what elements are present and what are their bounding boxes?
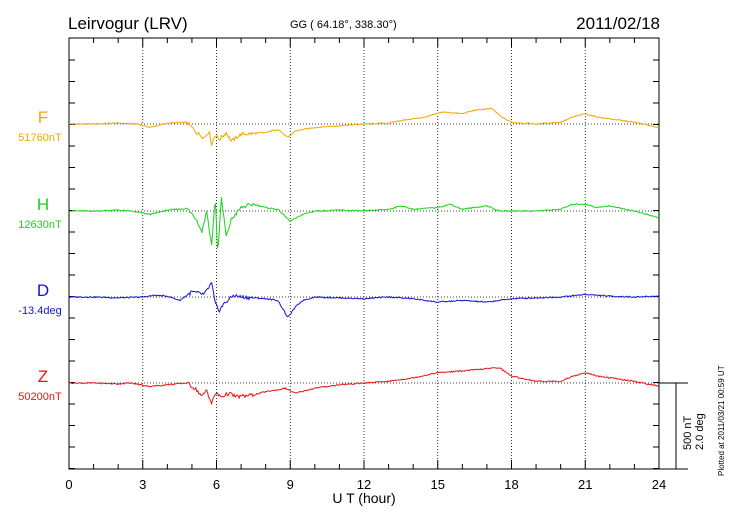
series-label-z: Z xyxy=(38,367,48,386)
x-tick-labels: 0 3 6 9 12 15 18 21 24 xyxy=(65,477,666,492)
traces xyxy=(68,107,660,406)
plot-date: 2011/02/18 xyxy=(576,14,660,33)
x-tick-label: 12 xyxy=(357,477,371,492)
trace-f xyxy=(68,107,660,146)
x-tick-label: 3 xyxy=(139,477,146,492)
scale-deg-label: 2.0 deg xyxy=(694,413,706,450)
series-baseline-h: 12630nT xyxy=(18,219,62,231)
series-baseline-d: -13.4deg xyxy=(18,305,61,317)
x-tick-label: 9 xyxy=(287,477,294,492)
series-label-f: F xyxy=(38,108,48,127)
x-tick-label: 15 xyxy=(431,477,445,492)
trace-labels: F 51760nT H 12630nT D -13.4deg Z 50200nT xyxy=(18,108,62,403)
x-tick-label: 6 xyxy=(213,477,220,492)
trace-h xyxy=(68,197,660,248)
scale-nt-label: 500 nT xyxy=(682,415,694,450)
trace-d xyxy=(68,281,660,318)
x-tick-label: 0 xyxy=(65,477,72,492)
series-label-d: D xyxy=(37,281,49,300)
x-tick-label: 24 xyxy=(652,477,666,492)
station-title: Leirvogur (LRV) xyxy=(68,14,188,33)
station-coordinates: GG ( 64.18°, 338.30°) xyxy=(290,19,397,31)
x-tick-label: 21 xyxy=(578,477,592,492)
plotted-timestamp: Plotted at 2011/03/21 00:59 UT xyxy=(717,365,726,476)
series-baseline-z: 50200nT xyxy=(18,391,62,403)
trace-z xyxy=(68,367,660,406)
x-axis-label: U T (hour) xyxy=(332,490,395,506)
vertical-gridlines xyxy=(142,38,586,469)
series-baseline-f: 51760nT xyxy=(18,132,62,144)
series-label-h: H xyxy=(37,195,49,214)
x-tick-label: 18 xyxy=(504,477,518,492)
